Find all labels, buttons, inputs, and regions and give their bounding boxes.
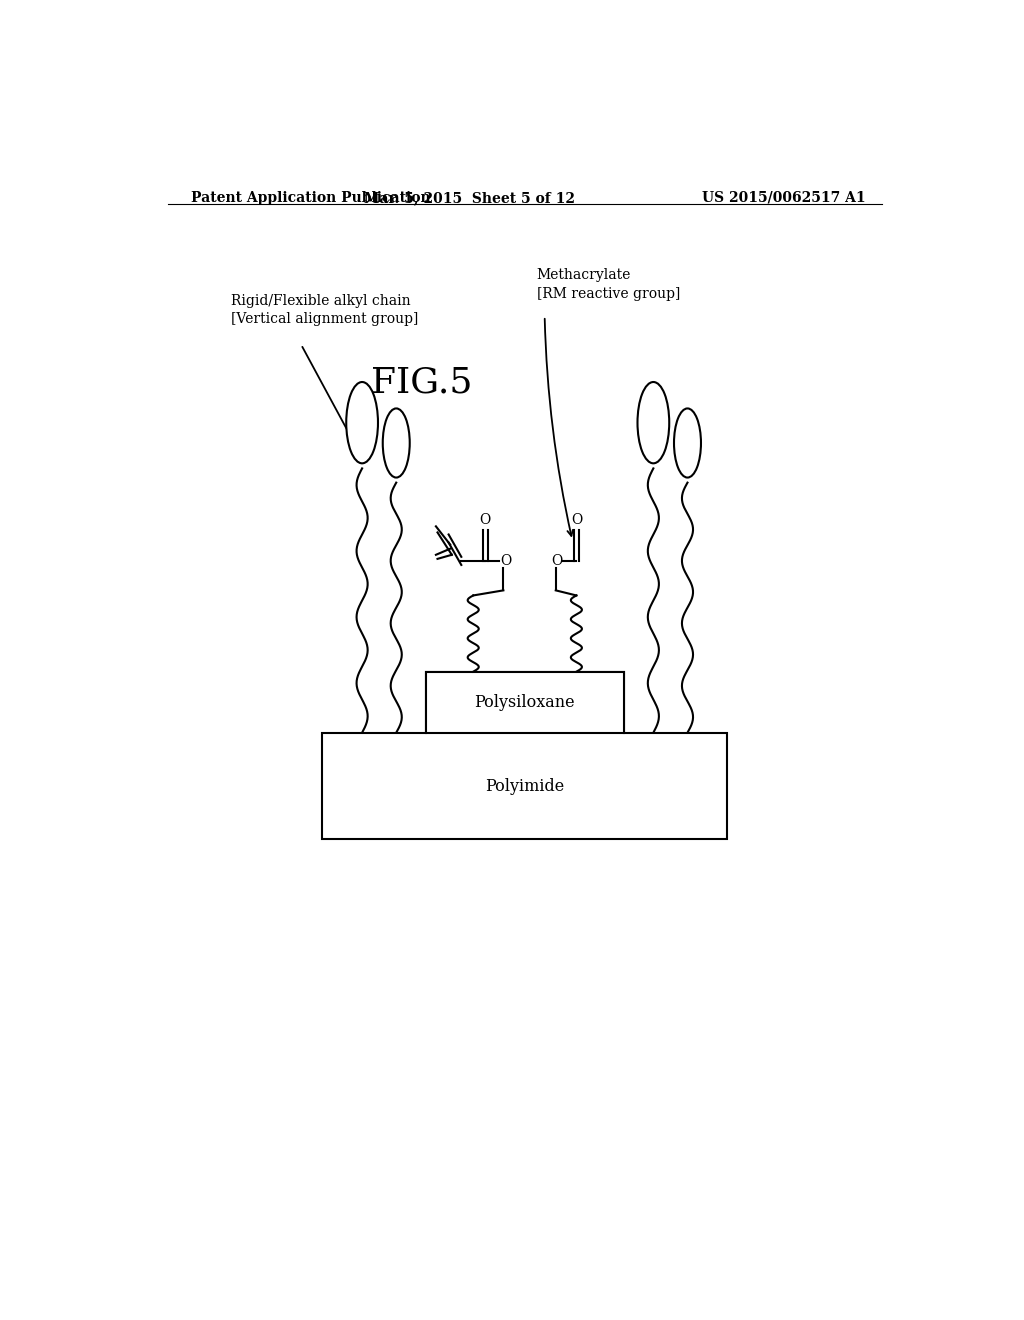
Text: O: O (479, 513, 490, 527)
Text: Rigid/Flexible alkyl chain: Rigid/Flexible alkyl chain (231, 293, 411, 308)
Text: FIG.5: FIG.5 (371, 366, 472, 399)
Text: Patent Application Publication: Patent Application Publication (191, 191, 431, 205)
Text: O: O (570, 513, 582, 527)
Polygon shape (323, 672, 727, 840)
Text: [Vertical alignment group]: [Vertical alignment group] (231, 312, 419, 326)
Text: Mar. 5, 2015  Sheet 5 of 12: Mar. 5, 2015 Sheet 5 of 12 (364, 191, 574, 205)
Text: Methacrylate: Methacrylate (537, 268, 631, 282)
Text: O: O (551, 554, 562, 568)
Text: US 2015/0062517 A1: US 2015/0062517 A1 (702, 191, 866, 205)
Text: O: O (500, 554, 511, 568)
Ellipse shape (674, 408, 701, 478)
Ellipse shape (638, 381, 670, 463)
Text: [RM reactive group]: [RM reactive group] (537, 286, 680, 301)
Ellipse shape (383, 408, 410, 478)
Ellipse shape (346, 381, 378, 463)
Text: Polysiloxane: Polysiloxane (474, 694, 575, 710)
Text: Polyimide: Polyimide (485, 777, 564, 795)
Bar (426, 672, 624, 733)
